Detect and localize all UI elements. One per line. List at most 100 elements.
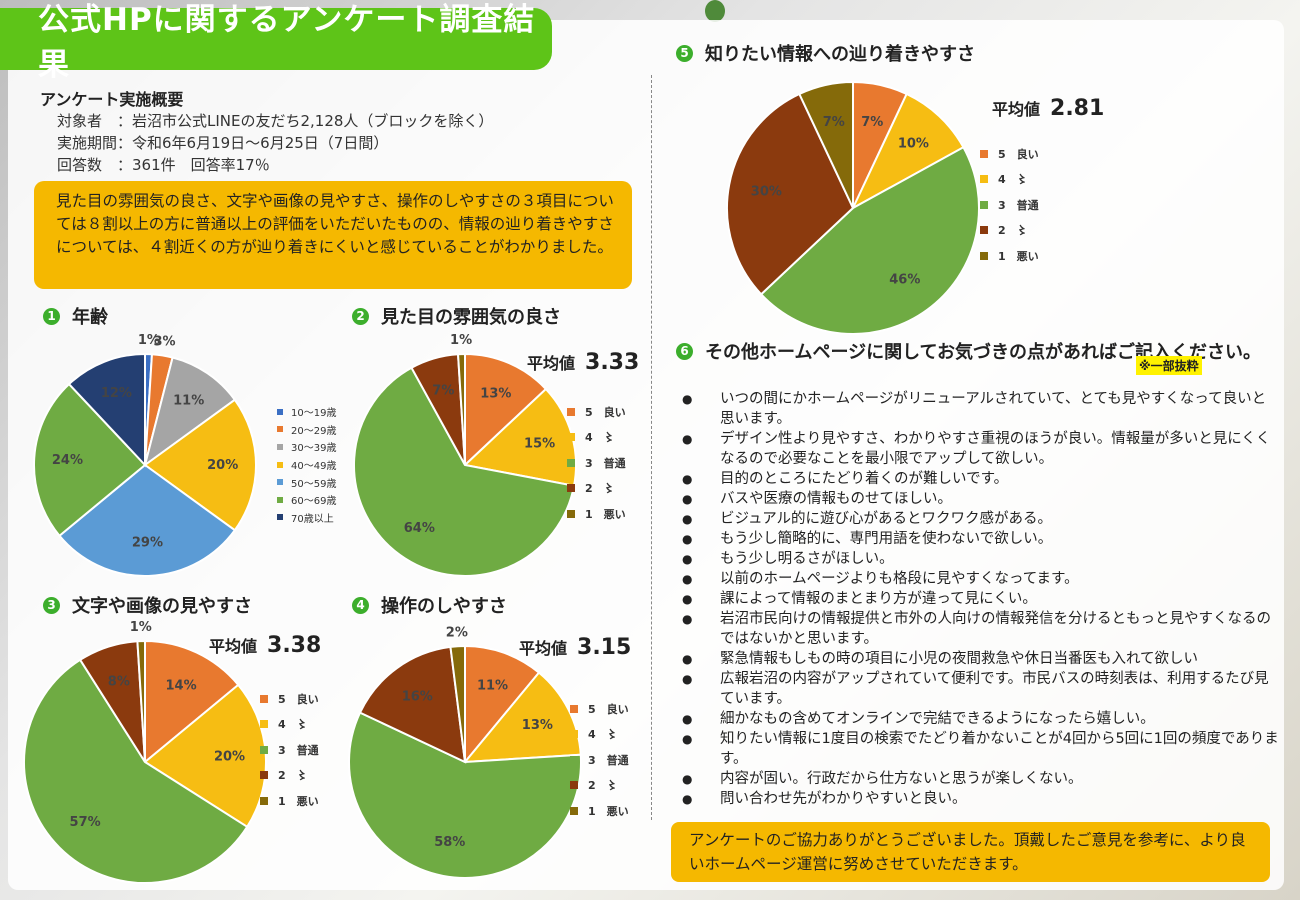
pie-data-label-2: 20% <box>214 750 245 765</box>
pie-data-label-5: 1% <box>450 333 472 348</box>
legend-entry: 4 〻 <box>260 712 319 738</box>
legend-entry: 1 悪い <box>567 501 626 527</box>
pie-slice-3 <box>353 366 576 577</box>
average-findability: 平均値 2.81 <box>992 96 1104 121</box>
overview-target: 対象者 ：岩沼市公式LINEの友だち2,128人（ブロックを除く） <box>57 112 494 130</box>
section-appearance-heading: 2 見た目の雰囲気の良さ <box>352 303 561 329</box>
pie-data-label-3: 64% <box>404 521 435 536</box>
average-label: 平均値 <box>527 354 576 373</box>
legend-entry: 1 悪い <box>570 798 629 824</box>
section-usability-title: 操作のしやすさ <box>381 596 507 617</box>
comment-item: 課によって情報のまとまり方が違って見にくい。 <box>680 589 1280 609</box>
legend-swatch <box>277 408 283 415</box>
legend-label: 1 悪い <box>585 507 626 521</box>
pie-data-label-2: 13% <box>522 718 553 733</box>
comment-item: 内容が固い。行政だから仕方ないと思うが楽しくない。 <box>680 769 1280 789</box>
pie-data-label-1: 14% <box>166 678 197 693</box>
pie-data-label-1: 13% <box>480 387 511 402</box>
legend-entry: 2 〻 <box>980 218 1039 244</box>
legend-entry: 30～39歳 <box>277 438 336 456</box>
pie-slice-3 <box>23 658 249 884</box>
legend-swatch <box>567 484 575 493</box>
legend-swatch <box>567 458 575 467</box>
overview-period: 実施期間：令和6年6月19日～6月25日（7日間） <box>57 134 389 152</box>
legend-entry: 4 〻 <box>570 722 629 748</box>
closing-text: アンケートのご協力ありがとうございました。頂戴したご意見を参考に、より良いホーム… <box>689 831 1246 873</box>
legend-entry: 4 〻 <box>980 167 1039 193</box>
section-number-3: 3 <box>43 596 60 614</box>
comments-list: いつの間にかホームページがリニューアルされていて、とても見やすくなって良いと思い… <box>680 389 1280 809</box>
legend-entry: 3 普通 <box>980 192 1039 218</box>
pie-data-label-4: 20% <box>207 458 238 473</box>
comment-item: もう少し明るさがほしい。 <box>680 549 1280 569</box>
legend-age: 10～19歳 20～29歳 30～39歳 40～49歳 50～59歳 60～69歳 70歳以… <box>277 403 336 526</box>
section-age-title: 年齢 <box>72 307 108 328</box>
pie-data-label-2: 10% <box>898 137 929 152</box>
legend-label: 4 〻 <box>998 173 1028 187</box>
legend-swatch <box>567 407 575 416</box>
legend-swatch <box>567 433 575 442</box>
comment-item: ビジュアル的に遊び心があるとワクワク感がある。 <box>680 509 1280 529</box>
legend-usability: 5 良い 4 〻 3 普通 2 〻 1 悪い <box>570 696 629 824</box>
pie-chart-age: 1%3% 11% 20% 29% 24% 12% <box>33 333 257 577</box>
legend-swatch <box>980 251 988 260</box>
pie-slice-4 <box>143 398 257 532</box>
legend-swatch <box>570 806 578 815</box>
legend-entry: 5 良い <box>980 141 1039 167</box>
pie-slice-5 <box>798 80 854 209</box>
legend-entry: 2 〻 <box>567 476 626 502</box>
section-number-5: 5 <box>676 44 693 62</box>
pie-data-label-4: 8% <box>108 674 130 689</box>
pie-slice-3 <box>759 145 980 336</box>
section-number-2: 2 <box>352 307 369 325</box>
legend-label: 3 普通 <box>278 743 319 757</box>
legend-entry: 70歳以上 <box>277 509 336 527</box>
pie-data-label-2: 15% <box>524 436 555 451</box>
overview-heading: アンケート実施概要 <box>40 90 184 109</box>
legend-label: 3 普通 <box>585 456 626 470</box>
section-number-1: 1 <box>43 307 60 325</box>
section-number-4: 4 <box>352 596 369 614</box>
legend-swatch <box>980 149 988 158</box>
pie-data-label-5: 1% <box>130 620 152 635</box>
section-appearance-title: 見た目の雰囲気の良さ <box>381 307 561 328</box>
pie-slice-5 <box>58 463 237 577</box>
legend-swatch <box>277 479 283 486</box>
legend-entry: 2 〻 <box>570 773 629 799</box>
legend-entry: 5 良い <box>570 696 629 722</box>
section-readability-heading: 3 文字や画像の見やすさ <box>43 592 252 618</box>
pie-data-label-2: 3% <box>154 335 176 350</box>
average-label: 平均値 <box>992 100 1041 119</box>
overview-responses: 回答数 ：361件 回答率17％ <box>57 156 270 174</box>
summary-box: 見た目の雰囲気の良さ、文字や画像の見やすさ、操作のしやすさの３項目については８割… <box>34 181 632 289</box>
excerpt-note: ※一部抜粋 <box>1136 356 1202 375</box>
legend-label: 5 良い <box>588 702 629 716</box>
pie-data-label-3: 46% <box>889 272 920 287</box>
legend-label: 4 〻 <box>278 718 308 732</box>
comment-item: 目的のところにたどり着くのが難しいです。 <box>680 469 1280 489</box>
pie-slice-2 <box>850 92 965 211</box>
average-label: 平均値 <box>519 639 568 658</box>
average-usability: 平均値 3.15 <box>519 635 631 660</box>
average-label: 平均値 <box>209 637 258 656</box>
legend-swatch <box>570 730 578 739</box>
legend-entry: 60～69歳 <box>277 491 336 509</box>
comment-item: バスや医療の情報ものせてほしい。 <box>680 489 1280 509</box>
legend-swatch <box>260 720 268 729</box>
legend-label: 1 悪い <box>278 794 319 808</box>
legend-label: 30～39歳 <box>291 443 337 455</box>
legend-label: 4 〻 <box>585 431 615 445</box>
section-findability-heading: 5 知りたい情報への辿り着きやすさ <box>676 40 975 66</box>
legend-swatch <box>980 175 988 184</box>
legend-label: 2 〻 <box>588 779 618 793</box>
legend-label: 60～69歳 <box>291 496 337 508</box>
pie-slice-5 <box>136 639 146 763</box>
pie-slice-6 <box>33 382 147 538</box>
pie-slice-7 <box>67 352 146 468</box>
legend-label: 40～49歳 <box>291 461 337 473</box>
pie-slice-4 <box>358 645 467 764</box>
pie-data-label-1: 7% <box>861 115 883 130</box>
legend-readability: 5 良い 4 〻 3 普通 2 〻 1 悪い <box>260 686 319 814</box>
pie-data-label-6: 24% <box>52 453 83 468</box>
average-value: 3.15 <box>577 635 632 660</box>
